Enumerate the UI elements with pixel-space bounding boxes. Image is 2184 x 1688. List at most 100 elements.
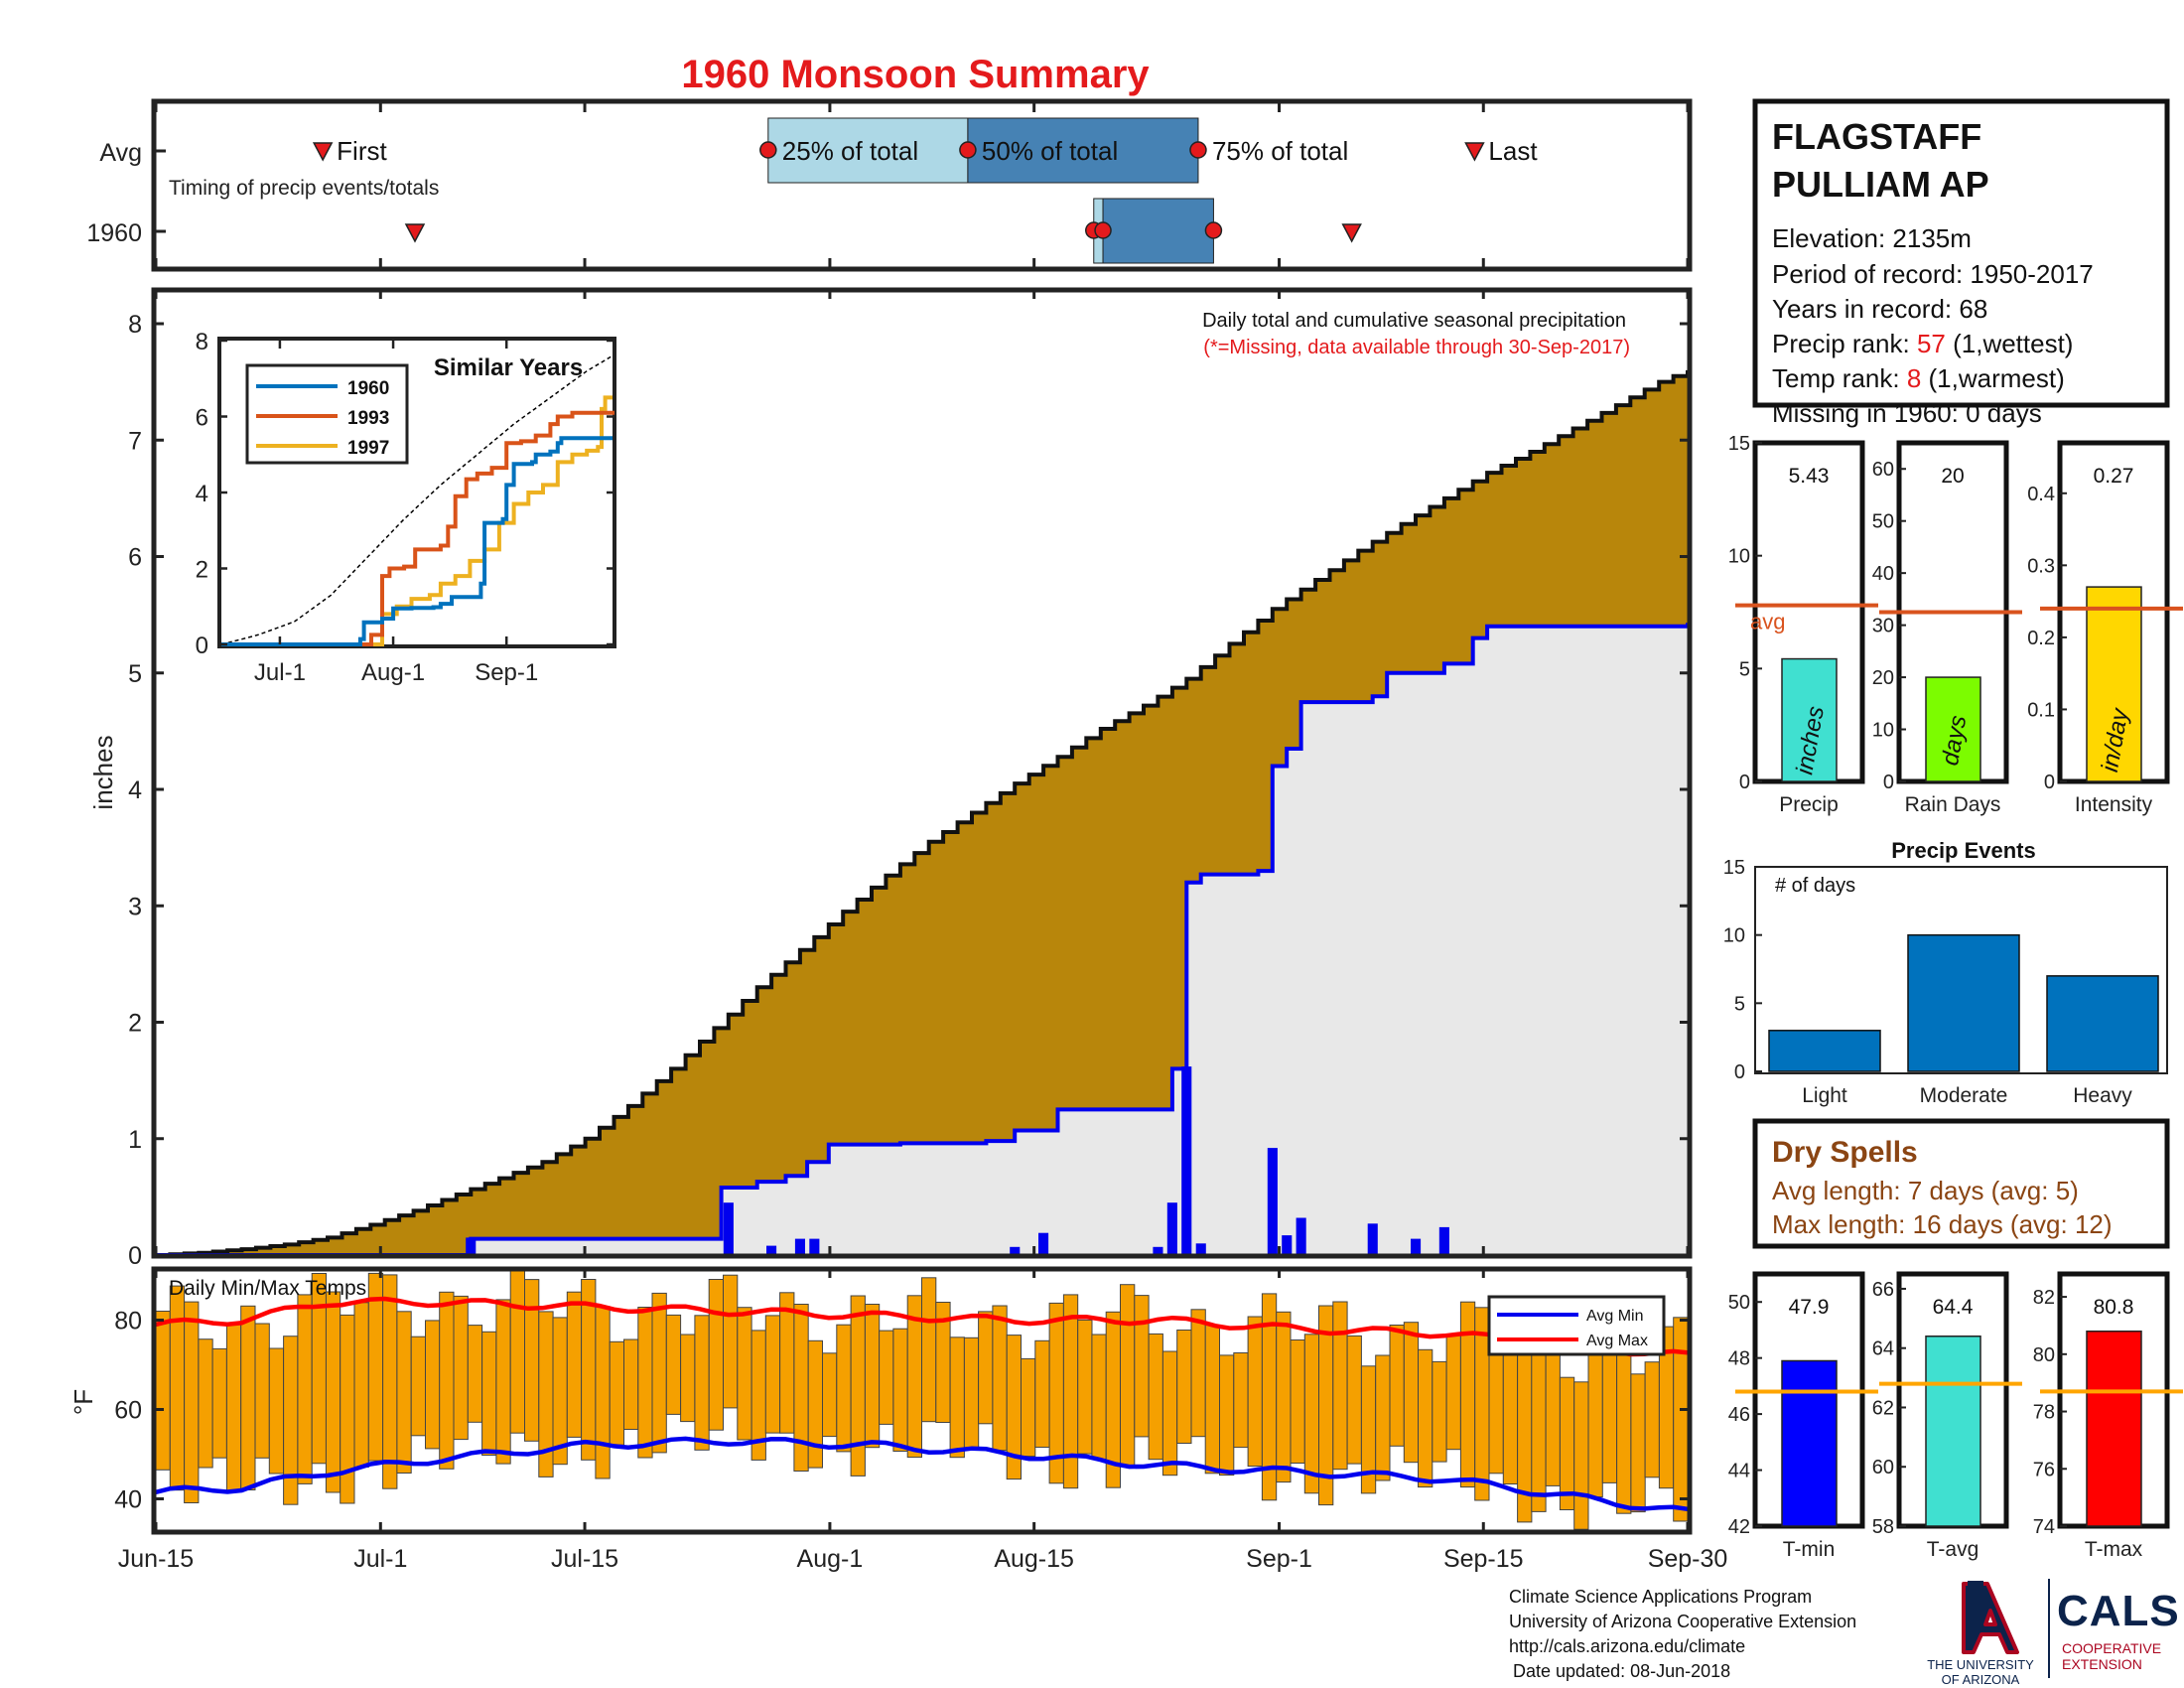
temp-ytick-label: 78 [2033,1402,2055,1424]
inset-series-line [221,436,613,646]
temp-ytick-label: 58 [1872,1516,1894,1538]
daily-temp-bar [779,1292,795,1434]
daily-temp-bar [1290,1339,1305,1464]
daily-temp-bar [240,1305,256,1491]
temp-ytick-label: 46 [1728,1404,1750,1426]
daily-temp-bar [453,1295,469,1441]
temp-ylabel: °F [68,1389,98,1415]
precip-events-panel: Precip Events 0 5 10 15 Light Moderate Heavy #… [1723,838,2168,1107]
inset-xtick-label: Jul-1 [254,659,306,686]
daily-temp-bar [1077,1319,1093,1455]
main-ytick-label: 8 [128,311,142,339]
temp-value-bar [2086,1330,2142,1527]
temp-rank-label: Temp rank: [1772,363,1907,393]
precip-ytick-label: 0 [1739,772,1750,793]
daily-temp-bar [155,1311,171,1471]
temp-marks [155,1268,1689,1530]
station-box: FLAGSTAFF PULLIAM AP Elevation: 2135m Pe… [1752,98,2170,428]
temp-frame [151,1266,1693,1535]
dry-spells-frame [1752,1118,2170,1249]
inset-ytick-label: 2 [196,557,208,584]
avg-q50-marker [959,141,977,159]
daily-temp-bar [1176,1330,1192,1444]
temp-rank-suffix: (1,warmest) [1921,363,2064,393]
temp-axes: 40 60 80 [114,1269,1690,1531]
precip-events-ylabel: # of days [1775,875,1855,897]
x-tick-label: Aug-1 [797,1545,864,1573]
timing-caption: Timing of precip events/totals [169,177,439,200]
year-q75-marker [1204,221,1223,239]
daily-temp-bar [623,1338,639,1430]
inset-marks: 0 2 4 6 8 Jul-1 Aug-1 Sep-1 [196,329,614,686]
year-first-marker [404,223,426,243]
daily-temp-bar [1502,1353,1519,1485]
avg-last-marker [1464,142,1485,162]
precip-events-title: Precip Events [1891,838,2036,863]
daily-temp-bar [1375,1354,1391,1481]
daily-temp-bar [268,1347,285,1475]
avg-line-label: avg [1750,610,1785,634]
temp-category-label: T-avg [1927,1538,1979,1561]
daily-temp-bar [1021,1357,1036,1458]
daily-precip-bar [1282,1235,1293,1255]
daily-precip-bar [1010,1246,1021,1255]
temp-value-bar [1925,1336,1981,1527]
temp-value-label: 64.4 [1933,1296,1974,1319]
daily-temp-bar [595,1306,611,1479]
precip-value-bar [1925,676,1981,782]
timing-ticks [154,103,1690,267]
inset-ytick-label: 4 [196,481,208,507]
precip-ytick-label: 0 [1883,772,1894,793]
daily-precip-bar [723,1202,734,1255]
precip-rank-value: 57 [1917,329,1946,358]
precip-ytick-label: 0.3 [2027,555,2055,577]
precip-ytick-label: 30 [1872,616,1894,637]
x-tick-label: Jul-1 [353,1545,407,1573]
daily-temp-bar [481,1331,497,1457]
year-cumulative-area [156,623,1688,1255]
daily-temp-bar [680,1334,696,1423]
daily-temp-bar [1545,1338,1561,1486]
daily-temp-bar [1247,1316,1263,1468]
daily-temp-bar [1630,1373,1646,1513]
inset-legend: 1960 1993 1997 [245,363,409,465]
precip-ytick-label: 0 [2044,772,2055,793]
cals-coop-line2: EXTENSION [2062,1656,2142,1672]
daily-temp-bar [254,1323,270,1459]
precip-ytick-label: 50 [1872,511,1894,533]
daily-temp-bar [1332,1301,1348,1471]
temp-rank-value: 8 [1907,363,1921,393]
daily-temp-bar [425,1320,441,1450]
main-ytick-label: 4 [128,776,142,804]
station-period: Period of record: 1950-2017 [1772,259,2094,289]
daily-precip-bar [1438,1226,1449,1255]
daily-temp-bar [184,1301,200,1503]
daily-temp-bar [509,1268,526,1434]
daily-temp-bar [665,1314,682,1415]
inset-ytick-label: 6 [196,405,208,432]
daily-temp-bar [1204,1325,1220,1475]
ua-text-line2: OF ARIZONA [1942,1672,2020,1687]
daily-precip-bar [1267,1148,1278,1255]
temp-ytick-label: 82 [2033,1287,2055,1309]
daily-temp-bar [1432,1360,1447,1463]
footer-line4: Date updated: 08-Jun-2018 [1513,1661,1730,1681]
first-label: First [337,136,387,166]
temp-ytick-label: 62 [1872,1397,1894,1419]
cals-logo: CALS COOPERATIVE EXTENSION [2057,1587,2179,1672]
daily-temp-bar [836,1324,852,1453]
daily-temp-bar [609,1340,625,1446]
daily-precip-bar [1367,1223,1378,1255]
similar-years-inset: 0 2 4 6 8 Jul-1 Aug-1 Sep-1 Similar Years 1960 … [196,329,616,686]
x-tick-label: Jul-15 [551,1545,618,1573]
event-bar [2046,975,2159,1072]
footer-line2: University of Arizona Cooperative Extens… [1509,1612,1856,1631]
temp-ytick-label: 60 [1872,1457,1894,1478]
daily-temp-bar [439,1291,455,1470]
daily-temp-bar [1573,1381,1589,1530]
event-category-label: Heavy [2073,1084,2132,1107]
temp-legend-box [1487,1295,1666,1356]
timing-panel: Avg 1960 Timing of precip events/totals … [86,98,1693,272]
events-ytick-label: 0 [1734,1061,1745,1083]
station-name-line1: FLAGSTAFF [1772,116,1981,157]
